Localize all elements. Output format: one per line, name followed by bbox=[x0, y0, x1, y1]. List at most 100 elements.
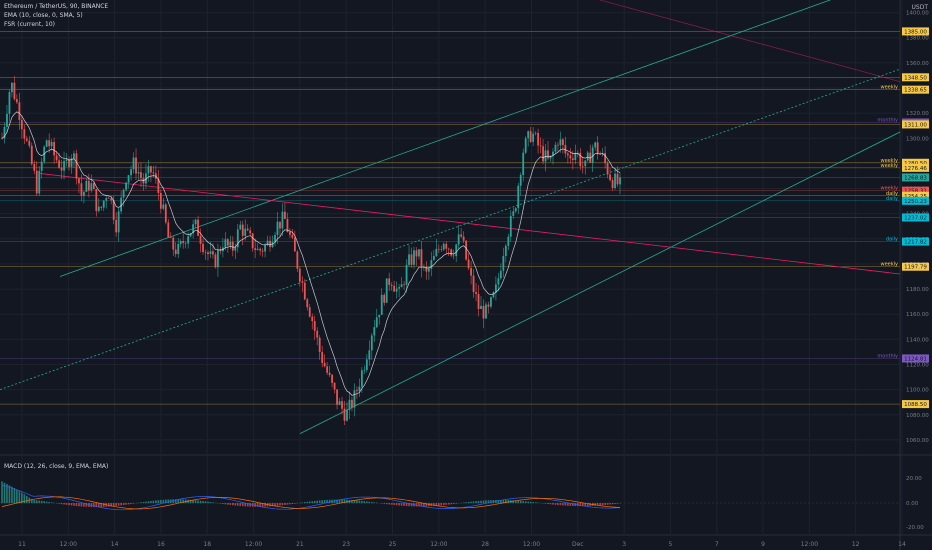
macd-hist-bar bbox=[294, 503, 296, 504]
macd-legend[interactable]: MACD (12, 26, close, 9, EMA, EMA) bbox=[4, 463, 109, 470]
candle-body bbox=[256, 248, 259, 250]
macd-hist-bar bbox=[415, 503, 418, 507]
candle-body bbox=[358, 386, 361, 392]
candle-body bbox=[557, 144, 559, 146]
level-note: daily bbox=[886, 196, 898, 202]
candle-body bbox=[261, 250, 264, 252]
macd-hist-bar bbox=[584, 503, 587, 507]
candle-body bbox=[159, 193, 162, 209]
macd-hist-bar bbox=[519, 500, 522, 504]
candle-body bbox=[244, 228, 247, 236]
candle-body bbox=[187, 236, 190, 244]
macd-hist-bar bbox=[254, 503, 256, 507]
candle-body bbox=[117, 211, 120, 233]
macd-hist-bar bbox=[177, 499, 180, 504]
candle-body bbox=[301, 281, 304, 283]
price-label-box bbox=[902, 262, 929, 271]
macd-hist-bar bbox=[115, 503, 117, 506]
ema-line bbox=[1, 111, 621, 396]
macd-hist-bar bbox=[127, 503, 130, 505]
price-label-box bbox=[902, 85, 929, 94]
macd-hist-bar bbox=[517, 500, 520, 504]
candle-body bbox=[333, 382, 336, 390]
macd-hist-bar bbox=[165, 499, 167, 504]
candle-body bbox=[547, 150, 549, 159]
macd-hist-bar bbox=[40, 500, 43, 504]
price-label-box bbox=[902, 354, 929, 363]
macd-hist-bar bbox=[572, 503, 574, 506]
candle-body bbox=[316, 330, 319, 338]
price-label: 1124.81 bbox=[904, 356, 927, 362]
ema-legend[interactable]: EMA (10, close, 0, SMA, 5) bbox=[4, 12, 83, 19]
y-tick-label: 1380.00 bbox=[906, 36, 929, 42]
candle-body bbox=[33, 164, 36, 171]
candle-body bbox=[112, 200, 115, 220]
candle-body bbox=[457, 234, 460, 245]
candle-body bbox=[522, 152, 525, 175]
fsr-legend[interactable]: FSR (current, 10) bbox=[4, 21, 56, 28]
price-axis[interactable]: 1060.00 1080.00 1100.00 1120.00 1140.00 1160.… bbox=[902, 11, 929, 444]
currency-label: USDT bbox=[911, 4, 929, 11]
candle-body bbox=[214, 254, 217, 268]
macd-hist-bar bbox=[35, 500, 38, 504]
macd-hist-bar bbox=[63, 503, 65, 505]
macd-hist-bar bbox=[311, 501, 314, 504]
price-label-box bbox=[902, 186, 929, 195]
x-tick-label: 12:00 bbox=[430, 541, 447, 548]
candle-body bbox=[15, 99, 18, 103]
candle-body bbox=[609, 174, 611, 181]
candle-body bbox=[169, 237, 172, 238]
macd-hist-bar bbox=[472, 501, 475, 504]
macd-hist-bar bbox=[197, 500, 199, 504]
candle-body bbox=[490, 297, 492, 307]
candle-body bbox=[219, 249, 222, 252]
macd-hist-bar bbox=[470, 501, 472, 504]
candle-body bbox=[437, 248, 440, 250]
candle-body bbox=[45, 140, 48, 147]
x-tick-label: 5 bbox=[669, 541, 673, 548]
candle-body bbox=[410, 254, 413, 265]
candle-body bbox=[266, 240, 269, 246]
price-label: 1237.02 bbox=[904, 215, 927, 221]
macd-hist-bar bbox=[100, 503, 103, 508]
macd-hist-bar bbox=[244, 503, 247, 507]
macd-hist-bar bbox=[6, 484, 8, 504]
macd-hist-bar bbox=[73, 503, 75, 506]
candle-body bbox=[127, 175, 130, 183]
macd-hist-bar bbox=[97, 503, 100, 508]
macd-hist-bar bbox=[480, 500, 482, 504]
macd-hist-bar bbox=[274, 503, 276, 506]
candle-body bbox=[137, 172, 140, 174]
candle-body bbox=[177, 243, 180, 255]
macd-hist-bar bbox=[614, 503, 616, 504]
macd-hist-bar bbox=[227, 503, 229, 505]
candle-body bbox=[542, 146, 544, 162]
x-tick-label: 23 bbox=[342, 541, 350, 548]
macd-hist-bar bbox=[341, 499, 343, 504]
x-tick-label: 12 bbox=[852, 541, 860, 548]
candle-body bbox=[477, 293, 480, 310]
macd-hist-bar bbox=[110, 503, 113, 507]
candle-body bbox=[53, 141, 56, 156]
candle-body bbox=[152, 172, 155, 174]
symbol-title[interactable]: Ethereum / TetherUS, 90, BINANCE bbox=[4, 3, 109, 10]
resistance-trendline bbox=[599, 0, 901, 82]
candle-body bbox=[241, 224, 244, 236]
macd-hist-bar bbox=[552, 503, 554, 505]
macd-hist-bar bbox=[475, 501, 477, 504]
x-tick-label: 12:00 bbox=[801, 541, 818, 548]
level-note: weekly bbox=[881, 163, 899, 169]
candle-body bbox=[78, 178, 80, 184]
macd-hist-bar bbox=[172, 499, 175, 504]
candle-body bbox=[28, 140, 31, 146]
macd-hist-bar bbox=[122, 503, 125, 506]
time-axis[interactable]: 11 12:00 14 16 18 12:00 21 23 25 12:00 28 12:00 Dec 3… bbox=[18, 541, 906, 548]
candle-body bbox=[130, 169, 132, 176]
macd-hist-bar bbox=[611, 503, 614, 505]
candle-body bbox=[323, 362, 326, 367]
price-label: 1276.46 bbox=[904, 166, 927, 172]
macd-hist-bar bbox=[18, 491, 21, 504]
candle-body bbox=[140, 172, 142, 179]
